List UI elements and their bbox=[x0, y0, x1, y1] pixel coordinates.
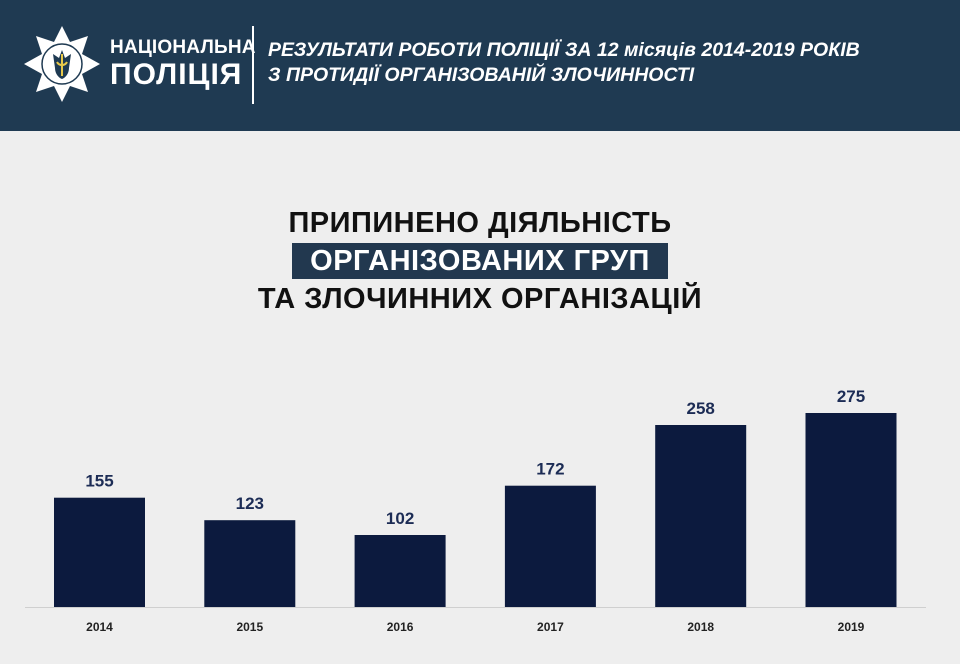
bar-2019 bbox=[805, 413, 897, 607]
bar-2017 bbox=[504, 485, 596, 607]
bar-2018 bbox=[655, 425, 747, 607]
heading-line-3: ТА ЗЛОЧИННИХ ОРГАНІЗАЦІЙ bbox=[257, 283, 703, 315]
value-label-2017: 172 bbox=[536, 460, 564, 479]
header-title: РЕЗУЛЬТАТИ РОБОТИ ПОЛІЦІЇ ЗА 12 місяців … bbox=[268, 38, 948, 88]
header-title-line-1: РЕЗУЛЬТАТИ РОБОТИ ПОЛІЦІЇ ЗА 12 місяців … bbox=[268, 39, 860, 61]
category-label-2014: 2014 bbox=[86, 620, 113, 634]
value-label-2015: 123 bbox=[236, 494, 264, 513]
category-label-2018: 2018 bbox=[687, 620, 714, 634]
header-banner: НАЦІОНАЛЬНА ПОЛІЦІЯ РЕЗУЛЬТАТИ РОБОТИ ПО… bbox=[0, 0, 960, 131]
category-label-2019: 2019 bbox=[838, 620, 865, 634]
bar-2014 bbox=[54, 497, 145, 607]
police-star-badge-icon bbox=[24, 26, 100, 102]
category-label-2016: 2016 bbox=[387, 620, 414, 634]
bar-2015 bbox=[204, 520, 296, 607]
bar-2016 bbox=[354, 535, 446, 607]
header-title-line-2: З ПРОТИДІЇ ОРГАНІЗОВАНІЙ ЗЛОЧИННОСТІ bbox=[268, 64, 695, 86]
category-label-2015: 2015 bbox=[236, 620, 263, 634]
heading-line-2-highlight: ОРГАНІЗОВАНИХ ГРУП bbox=[292, 243, 668, 279]
heading-line-1: ПРИПИНЕНО ДІЯЛЬНІСТЬ bbox=[288, 207, 672, 239]
category-label-2017: 2017 bbox=[537, 620, 564, 634]
value-label-2016: 102 bbox=[386, 509, 414, 528]
logo-wordmark: НАЦІОНАЛЬНА ПОЛІЦІЯ bbox=[110, 38, 256, 92]
value-label-2019: 275 bbox=[837, 387, 865, 406]
header-divider bbox=[252, 26, 254, 104]
logo-line-2: ПОЛІЦІЯ bbox=[110, 58, 243, 91]
chart-heading: ПРИПИНЕНО ДІЯЛЬНІСТЬ ОРГАНІЗОВАНИХ ГРУП … bbox=[0, 205, 960, 317]
value-label-2014: 155 bbox=[85, 472, 113, 491]
value-label-2018: 258 bbox=[687, 399, 715, 418]
bar-chart: 155 2014 123 2015 102 2016 172 2017 258 2018 275 20… bbox=[25, 387, 926, 634]
logo-line-1: НАЦІОНАЛЬНА bbox=[110, 37, 256, 58]
